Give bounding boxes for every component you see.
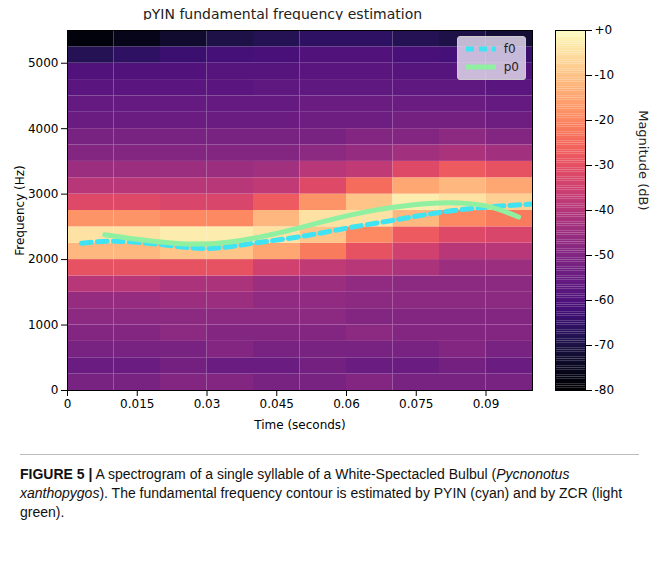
svg-text:0.03: 0.03 xyxy=(194,397,221,411)
svg-text:Time (seconds): Time (seconds) xyxy=(253,418,346,432)
svg-text:Magnitude (dB): Magnitude (dB) xyxy=(636,110,651,210)
svg-text:0.09: 0.09 xyxy=(473,397,500,411)
svg-text:-30: -30 xyxy=(595,158,615,172)
svg-text:-80: -80 xyxy=(595,383,615,397)
svg-text:-10: -10 xyxy=(595,68,615,82)
svg-text:0.06: 0.06 xyxy=(333,397,360,411)
html-text:pYIN fundamental frequency est: pYIN fundamental frequency estimation xyxy=(142,6,423,22)
svg-text:0: 0 xyxy=(64,397,72,411)
html-text:p0: p0 xyxy=(503,60,519,74)
svg-text:5000: 5000 xyxy=(28,56,59,70)
svg-text:0: 0 xyxy=(51,383,59,397)
svg-text:2000: 2000 xyxy=(28,252,59,266)
svg-text:-20: -20 xyxy=(595,113,615,127)
svg-text:+0: +0 xyxy=(595,23,613,37)
svg-text:-40: -40 xyxy=(595,203,615,217)
svg-text:-70: -70 xyxy=(595,338,615,352)
svg-text:0.075: 0.075 xyxy=(399,397,433,411)
html-text:f0: f0 xyxy=(503,42,516,56)
svg-text:3000: 3000 xyxy=(28,187,59,201)
svg-text:-60: -60 xyxy=(595,293,615,307)
html-text:FIGURE 5 | A spectrogram of a: FIGURE 5 | A spectrogram of a single syl… xyxy=(20,466,623,520)
svg-text:-50: -50 xyxy=(595,248,615,262)
svg-text:4000: 4000 xyxy=(28,122,59,136)
svg-text:0.045: 0.045 xyxy=(260,397,294,411)
svg-text:1000: 1000 xyxy=(28,318,59,332)
svg-text:Frequency (Hz): Frequency (Hz) xyxy=(13,165,27,256)
svg-text:0.015: 0.015 xyxy=(120,397,154,411)
